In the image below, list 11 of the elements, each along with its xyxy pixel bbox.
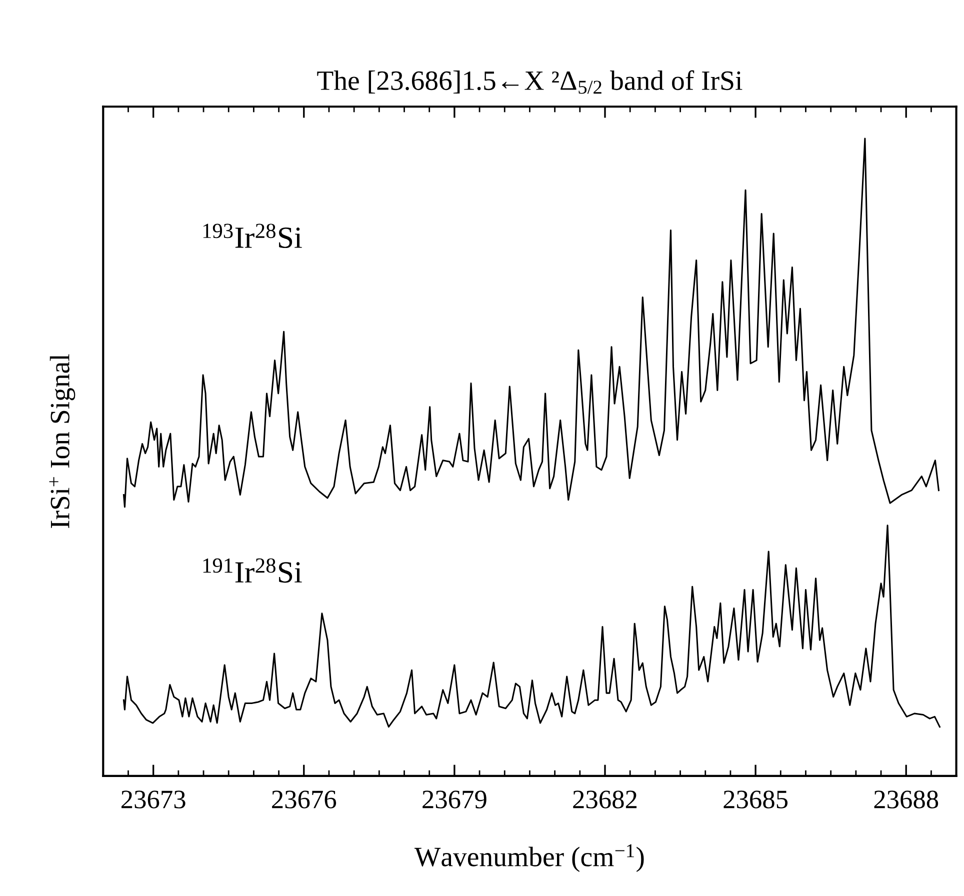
x-axis-title: Wavenumber (cm$^{−1}$) [414,844,644,872]
x-tick-label: 23688 [874,790,938,808]
x-tick-label: 23685 [724,790,788,808]
x-tick-label: 23676 [272,790,336,808]
chart-title: The [23.686]1.5←X ²Δ$_{5/2}$ band of IrSi [317,70,742,94]
y-axis-title: IrSi$^{+}$ Ion Signal [49,354,76,528]
x-tick-label: 23682 [573,790,637,808]
series-label: $^{191}$Ir$^{28}$Si [203,558,302,583]
text: $^{193}$Ir$^{28}$Si [203,224,302,248]
x-tick-label: 23673 [122,790,186,808]
x-tick-label: 23679 [422,790,486,808]
